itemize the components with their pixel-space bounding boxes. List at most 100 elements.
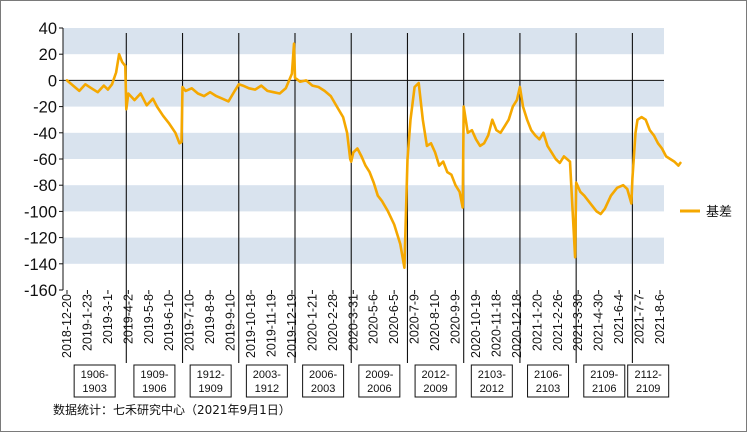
x-tick-label: 2020-7-9 [408,294,422,344]
y-tick-label: -20 [33,99,57,117]
contract-box-border [470,364,513,398]
contract-box-label-far: 1906 [142,383,166,395]
x-tick-label: 2020-9-9 [449,294,463,344]
x-tick-label: 2018-12-20 [60,294,74,358]
x-tick-label: 2019-8-9 [203,294,217,344]
y-tick-label: -40 [33,125,57,143]
series-layer [65,42,682,269]
contract-box-label-far: 1909 [198,383,222,395]
contract-box-border [527,364,570,398]
y-tick-label: -120 [24,230,57,248]
contract-box-label-near: 2012- [422,369,450,381]
contract-box-border [358,364,401,398]
contract-box: 2109- 2106 [583,364,626,398]
contract-box: 1906- 1903 [73,364,116,398]
contract-box-label-near: 1909- [140,369,168,381]
x-tick-label: 2021-4-30 [592,294,606,351]
contract-box-border [189,364,232,398]
contract-box-border [73,364,116,398]
contract-box-label-far: 2106 [592,383,616,395]
legend-label: 基差 [706,205,732,220]
contract-box-border [583,364,626,398]
x-tick-label: 2019-5-8 [142,294,156,344]
x-tick-label: 2019-11-19 [264,294,278,357]
x-tick-label: 2019-7-10 [183,294,197,351]
y-tick-label: 20 [39,46,57,64]
x-tick-label: 2020-1-21 [305,294,319,351]
contract-box: 2103- 2012 [470,364,513,398]
band--40-to--60 [63,132,664,159]
x-tick-label: 2019-3-1 [101,294,115,344]
y-tick-label: -160 [24,282,57,300]
x-tick-label: 2020-6-5 [387,294,401,344]
x-tick-label: 2020-8-10 [428,294,442,351]
series-line-basis [65,42,682,269]
contract-box-label-near: 2006- [309,369,337,381]
band--80-to--100 [63,185,664,212]
contract-box: 1909- 1906 [133,364,176,398]
x-axis: 2018-12-20 2019-1-23 2019-3-1 2019-4-2 2019-… [60,290,667,358]
contract-box-border [245,364,288,398]
x-tick-label: 2021-7-7 [633,294,647,344]
x-tick-label: 2020-2-28 [326,294,340,351]
contract-box-label-far: 2009 [423,383,447,395]
y-tick-label: -140 [24,256,57,274]
contract-box-label-far: 2003 [311,383,335,395]
contract-box-label-near: 2103- [478,369,506,381]
contract-box-border [133,364,176,398]
x-tick-label: 2021-1-20 [530,294,544,351]
x-tick-label: 2019-4-2 [121,294,135,344]
contract-box-label-near: 1912- [197,369,225,381]
contract-box-label-near: 2109- [590,369,618,381]
contract-box-label-far: 1912 [255,383,279,395]
contract-box: 2106- 2103 [527,364,570,398]
x-tick-label: 2020-11-18 [489,294,503,357]
x-tick-label: 2019-1-23 [80,294,94,351]
x-tick-label: 2019-9-10 [224,294,238,351]
contract-box-label-far: 2006 [367,383,391,395]
y-tick-label: -60 [33,151,57,169]
x-tick-label: 2020-12-18 [510,294,524,358]
band-40-to-20 [63,28,664,55]
contract-box-label-far: 2109 [636,383,660,395]
contract-box: 2003- 1912 [245,364,288,398]
contract-box: 1912- 1909 [189,364,232,398]
x-tick-label: 2020-5-6 [367,294,381,344]
x-tick-label: 2020-3-31 [346,294,360,351]
contract-box-label-far: 2012 [480,383,504,395]
legend: 基差 [680,205,732,220]
y-tick-label: -100 [24,203,57,221]
contract-box-label-far: 2103 [536,383,560,395]
x-tick-label: 2020-10-19 [469,294,483,358]
band--120-to--140 [63,237,664,264]
x-tick-label: 2021-8-6 [653,294,667,344]
contract-box: 2006- 2003 [302,364,345,398]
y-tick-label: 0 [48,72,57,90]
contract-box-border [302,364,345,398]
contract-box-label-far: 1903 [82,383,106,395]
background-bands [63,28,664,264]
data-source-note: 数据统计：七禾研究中心（2021年9月1日） [53,402,291,417]
contract-box-label-near: 1906- [81,369,109,381]
contract-label-boxes: 1906- 1903 1909- 1906 1912- 1909 2003- 1912 2006… [73,364,670,398]
y-tick-label: 40 [39,20,57,38]
contract-box-label-near: 2009- [365,369,393,381]
x-tick-label: 2019-10-18 [244,294,258,358]
x-tick-label: 2019-12-19 [285,294,299,358]
contract-box-border [627,364,670,398]
y-tick-label: -80 [33,177,57,195]
contract-box-border [414,364,457,398]
x-tick-label: 2021-2-26 [551,294,565,351]
band-0-to--20 [63,80,664,107]
y-axis: 40 20 0 -20 -40 -60 -80 -100 -120 -140 -160 [24,20,664,300]
contract-box-label-near: 2112- [635,369,663,381]
contract-box-label-near: 2003- [253,369,281,381]
contract-box: 2009- 2006 [358,364,401,398]
contract-box: 2112- 2109 [627,364,670,398]
x-tick-label: 2021-6-4 [612,294,626,344]
contract-box-label-near: 2106- [534,369,562,381]
x-tick-label: 2021-3-30 [571,294,585,351]
x-tick-label: 2019-6-10 [162,294,176,351]
